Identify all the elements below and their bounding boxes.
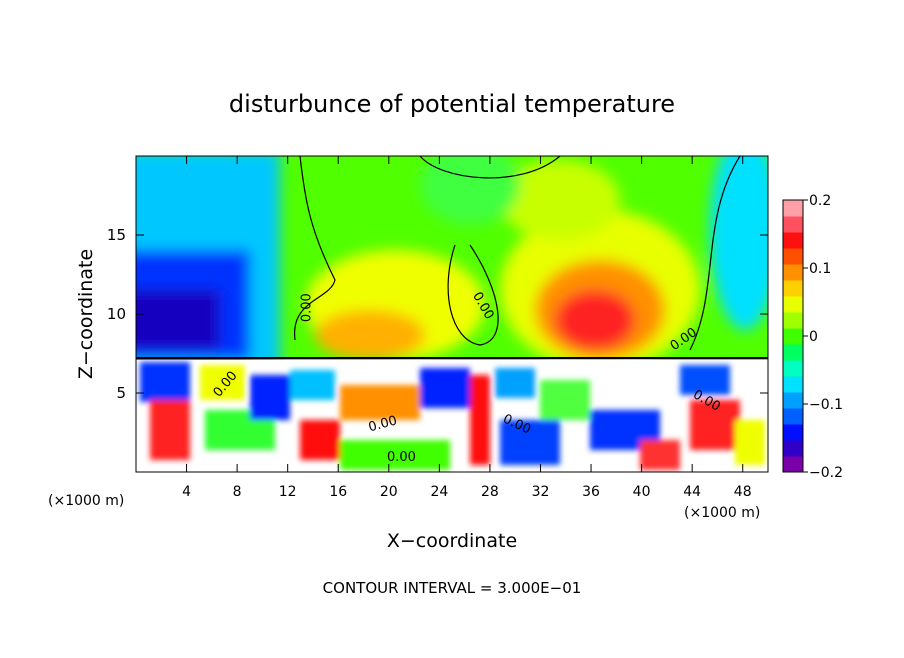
x-tick-label: 8 bbox=[233, 484, 242, 500]
x-tick-label: 28 bbox=[481, 484, 499, 500]
x-tick-label: 36 bbox=[582, 484, 600, 500]
field-lower-yellow-1 bbox=[200, 365, 245, 400]
field-region-upper-left-dark bbox=[136, 290, 220, 350]
y-tick-label: 5 bbox=[116, 384, 126, 402]
colorbar-tick-label: 0.2 bbox=[809, 193, 831, 209]
x-tick-label: 44 bbox=[683, 484, 701, 500]
y-axis-label: Z−coordinate bbox=[75, 249, 97, 379]
field-lower-yellow-2 bbox=[735, 420, 765, 465]
x-axis-unit-right: (×1000 m) bbox=[684, 505, 760, 521]
colorbar-swatch bbox=[783, 456, 803, 473]
colorbar-swatch bbox=[783, 248, 803, 265]
x-tick-label: 24 bbox=[430, 484, 448, 500]
x-tick-label: 16 bbox=[329, 484, 347, 500]
y-tick-label: 15 bbox=[107, 226, 126, 244]
colorbar-tick-label: 0.1 bbox=[809, 261, 831, 277]
x-tick-label: 12 bbox=[279, 484, 297, 500]
contour-line-right bbox=[689, 156, 741, 351]
field-lower-cyan-2 bbox=[495, 368, 535, 398]
colorbar-swatch bbox=[783, 296, 803, 313]
colorbar-swatch bbox=[783, 312, 803, 329]
colorbar-swatch bbox=[783, 408, 803, 425]
contour-line-top bbox=[419, 156, 561, 179]
field-lower-blue-4 bbox=[500, 420, 560, 465]
x-tick-label: 48 bbox=[734, 484, 752, 500]
contour-line-center bbox=[447, 244, 499, 346]
contour-label: 0.00 bbox=[387, 450, 416, 465]
colorbar-swatch bbox=[783, 376, 803, 393]
field-region-upper-green bbox=[420, 156, 520, 225]
colorbar-tick-label: −0.2 bbox=[809, 465, 843, 481]
field-region-upper-yellow bbox=[500, 160, 620, 240]
x-tick-label: 32 bbox=[532, 484, 550, 500]
field-region-orange-plume bbox=[315, 310, 425, 360]
colorbar-swatch bbox=[783, 280, 803, 297]
colorbar-swatch bbox=[783, 328, 803, 345]
contour-label: 0.00 bbox=[299, 293, 314, 322]
x-axis-label: X−coordinate bbox=[387, 530, 517, 552]
colorbar-swatch bbox=[783, 392, 803, 409]
colorbar-swatch bbox=[783, 216, 803, 233]
y-tick-label: 10 bbox=[107, 305, 126, 323]
colorbar-swatch bbox=[783, 344, 803, 361]
colorbar-swatch bbox=[783, 200, 803, 217]
field-image bbox=[136, 156, 768, 472]
colorbar-swatch bbox=[783, 232, 803, 249]
field-region-upper-right-cyan bbox=[710, 156, 768, 330]
chart-title: disturbunce of potential temperature bbox=[229, 90, 675, 118]
contour-label: 0.00 bbox=[367, 413, 399, 435]
y-axis: 5 10 15 bbox=[107, 226, 768, 402]
field-lower-red-2 bbox=[300, 420, 340, 460]
field-lower-blue-2 bbox=[250, 375, 290, 420]
x-axis-unit-left: (×1000 m) bbox=[48, 493, 124, 509]
colorbar-swatch bbox=[783, 440, 803, 457]
colorbar-tick-label: −0.1 bbox=[809, 397, 843, 413]
field-lower-blue-3 bbox=[420, 368, 470, 408]
field-lower-red-1 bbox=[150, 400, 190, 460]
colorbar: 0.2 0.1 0 −0.1 −0.2 bbox=[782, 193, 843, 481]
field-lower-red-5 bbox=[690, 400, 740, 450]
contour-interval-note: CONTOUR INTERVAL = 3.000E−01 bbox=[323, 579, 582, 597]
field-lower-cyan-1 bbox=[290, 370, 335, 400]
colorbar-swatch bbox=[783, 264, 803, 281]
field-lower-green-2 bbox=[340, 440, 450, 470]
field-lower-green-3 bbox=[540, 380, 590, 420]
colorbar-tick-label: 0 bbox=[809, 329, 818, 345]
field-lower-orange-1 bbox=[340, 385, 420, 420]
contour-line-left bbox=[294, 156, 336, 341]
field-region-warm-core-red bbox=[555, 290, 635, 350]
field-lower-blue-6 bbox=[680, 365, 730, 395]
x-axis: 4 8 12 16 20 24 28 32 36 40 44 48 bbox=[182, 156, 752, 500]
field-lower-red-4 bbox=[640, 440, 680, 470]
field-lower-red-3 bbox=[470, 375, 490, 465]
colorbar-swatch bbox=[783, 360, 803, 377]
x-tick-label: 20 bbox=[380, 484, 398, 500]
x-tick-label: 40 bbox=[633, 484, 651, 500]
colorbar-swatch bbox=[783, 424, 803, 441]
field-lower-blue-1 bbox=[140, 362, 190, 402]
x-tick-label: 4 bbox=[182, 484, 191, 500]
